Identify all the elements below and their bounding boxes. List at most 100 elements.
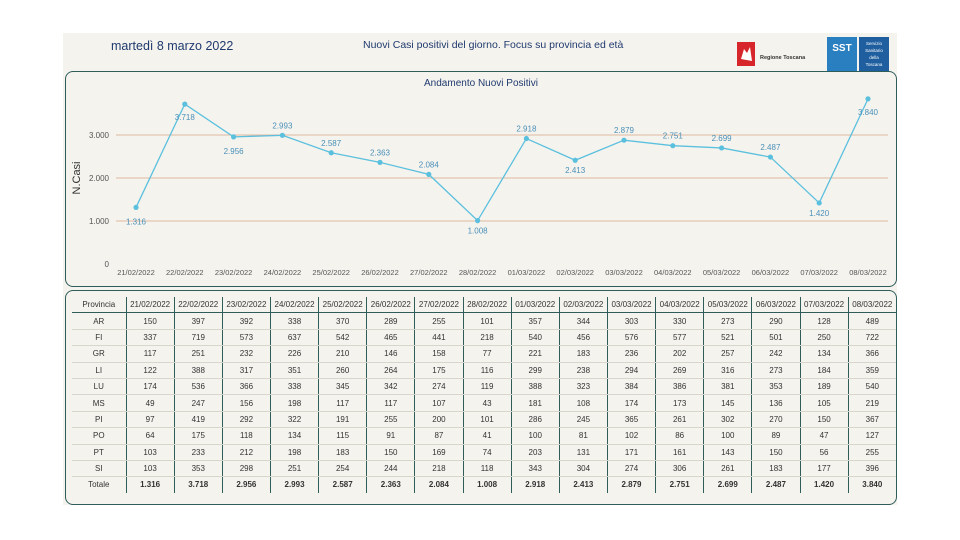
value-cell: 388 bbox=[173, 362, 223, 379]
table-row: PT 103 233 212 198 183 150 169 74 203 131 171 161 143… bbox=[72, 444, 896, 461]
data-label: 3.840 bbox=[858, 108, 879, 117]
value-cell: 381 bbox=[703, 378, 752, 396]
data-label: 2.363 bbox=[370, 148, 391, 157]
value-cell: 136 bbox=[751, 394, 800, 412]
value-cell: 264 bbox=[366, 362, 415, 379]
value-cell: 233 bbox=[173, 444, 223, 461]
table-row: GR 117 251 232 226 210 146 158 77 221 183 236 202 257… bbox=[72, 345, 896, 363]
value-cell: 174 bbox=[125, 378, 175, 396]
value-cell: 273 bbox=[703, 312, 752, 330]
value-cell: 366 bbox=[847, 345, 896, 363]
value-cell: 145 bbox=[703, 394, 752, 412]
column-header-date: 07/03/2022 bbox=[799, 297, 849, 314]
data-label: 2.487 bbox=[760, 143, 781, 152]
value-cell: 1.316 bbox=[125, 476, 175, 493]
value-cell: 338 bbox=[269, 312, 319, 330]
value-cell: 177 bbox=[799, 460, 849, 478]
value-cell: 210 bbox=[318, 345, 367, 363]
value-cell: 261 bbox=[655, 411, 704, 429]
value-cell: 181 bbox=[510, 394, 560, 412]
value-cell: 56 bbox=[799, 444, 849, 461]
value-cell: 103 bbox=[125, 444, 175, 461]
logo-rt-text: Regione Toscana bbox=[760, 55, 806, 61]
value-cell: 3.840 bbox=[847, 476, 896, 493]
value-cell: 245 bbox=[558, 411, 608, 429]
value-cell: 127 bbox=[847, 427, 896, 445]
column-header-date: 23/02/2022 bbox=[221, 297, 271, 314]
province-cell: PO bbox=[72, 427, 127, 445]
value-cell: 3.718 bbox=[173, 476, 223, 493]
value-cell: 143 bbox=[703, 444, 752, 461]
value-cell: 171 bbox=[606, 444, 656, 461]
value-cell: 236 bbox=[606, 345, 656, 363]
column-header-date: 24/02/2022 bbox=[269, 297, 319, 314]
x-tick-label: 22/02/2022 bbox=[166, 268, 204, 277]
value-cell: 540 bbox=[510, 329, 560, 347]
value-cell: 357 bbox=[510, 312, 560, 330]
x-tick-label: 07/03/2022 bbox=[800, 268, 838, 277]
table-panel: Provincia 21/02/2022 22/02/2022 23/02/2022 2… bbox=[65, 290, 897, 505]
value-cell: 128 bbox=[799, 312, 849, 330]
value-cell: 161 bbox=[655, 444, 704, 461]
value-cell: 392 bbox=[221, 312, 271, 330]
value-cell: 306 bbox=[655, 460, 704, 478]
logo-sst-line-1: Servizio bbox=[866, 41, 883, 46]
logo-sst-line-2: Sanitario bbox=[865, 48, 883, 53]
value-cell: 134 bbox=[269, 427, 319, 445]
value-cell: 465 bbox=[366, 329, 415, 347]
value-cell: 2.363 bbox=[366, 476, 415, 493]
data-point bbox=[328, 150, 334, 156]
value-cell: 198 bbox=[269, 444, 319, 461]
value-cell: 183 bbox=[751, 460, 800, 478]
province-cell: PI bbox=[72, 411, 127, 429]
y-tick-label: 3.000 bbox=[89, 131, 110, 140]
data-label: 3.718 bbox=[175, 113, 196, 122]
column-header-date: 03/03/2022 bbox=[606, 297, 656, 314]
value-cell: 2.993 bbox=[269, 476, 319, 493]
value-cell: 343 bbox=[510, 460, 560, 478]
value-cell: 396 bbox=[847, 460, 896, 478]
value-cell: 77 bbox=[462, 345, 512, 363]
data-point bbox=[621, 137, 627, 143]
value-cell: 573 bbox=[221, 329, 271, 347]
series-line bbox=[135, 98, 869, 222]
value-cell: 722 bbox=[847, 329, 896, 347]
x-tick-label: 21/02/2022 bbox=[117, 268, 155, 277]
x-tick-label: 05/03/2022 bbox=[703, 268, 741, 277]
value-cell: 330 bbox=[655, 312, 704, 330]
province-cell: Totale bbox=[88, 480, 110, 490]
value-cell: 101 bbox=[462, 312, 512, 330]
column-header-date: 08/03/2022 bbox=[847, 297, 896, 314]
column-header-date: 01/03/2022 bbox=[510, 297, 560, 314]
x-tick-label: 03/03/2022 bbox=[605, 268, 643, 277]
data-point bbox=[133, 204, 139, 211]
value-cell: 370 bbox=[318, 312, 367, 330]
value-cell: 232 bbox=[221, 345, 271, 363]
table-total-row: Totale 1.316 3.718 2.956 2.993 2.587 2.363 2.08… bbox=[72, 476, 896, 493]
value-cell: 189 bbox=[799, 378, 849, 396]
data-point bbox=[572, 157, 578, 163]
x-tick-label: 23/02/2022 bbox=[215, 268, 253, 277]
report-date: martedì 8 marzo 2022 bbox=[111, 39, 234, 53]
value-cell: 122 bbox=[125, 362, 175, 379]
value-cell: 116 bbox=[462, 362, 512, 379]
x-tick-label: 06/03/2022 bbox=[752, 268, 790, 277]
column-header-date: 05/03/2022 bbox=[703, 297, 752, 314]
value-cell: 1.008 bbox=[462, 476, 512, 493]
value-cell: 97 bbox=[125, 411, 175, 429]
data-point bbox=[816, 200, 822, 206]
data-label: 2.993 bbox=[272, 121, 293, 130]
y-tick-label: 1.000 bbox=[89, 217, 110, 226]
value-cell: 2.956 bbox=[221, 476, 271, 493]
value-cell: 456 bbox=[558, 329, 608, 347]
value-cell: 107 bbox=[414, 394, 464, 412]
value-cell: 117 bbox=[318, 394, 367, 412]
x-tick-label: 24/02/2022 bbox=[264, 268, 302, 277]
value-cell: 150 bbox=[366, 444, 415, 461]
sst-logo: SST Servizio Sanitario della Toscana bbox=[827, 37, 889, 71]
value-cell: 274 bbox=[414, 378, 464, 396]
province-cell: AR bbox=[72, 312, 127, 330]
column-header-provincia: Provincia bbox=[72, 297, 127, 314]
value-cell: 81 bbox=[558, 427, 608, 445]
column-header-date: 26/02/2022 bbox=[366, 297, 415, 314]
